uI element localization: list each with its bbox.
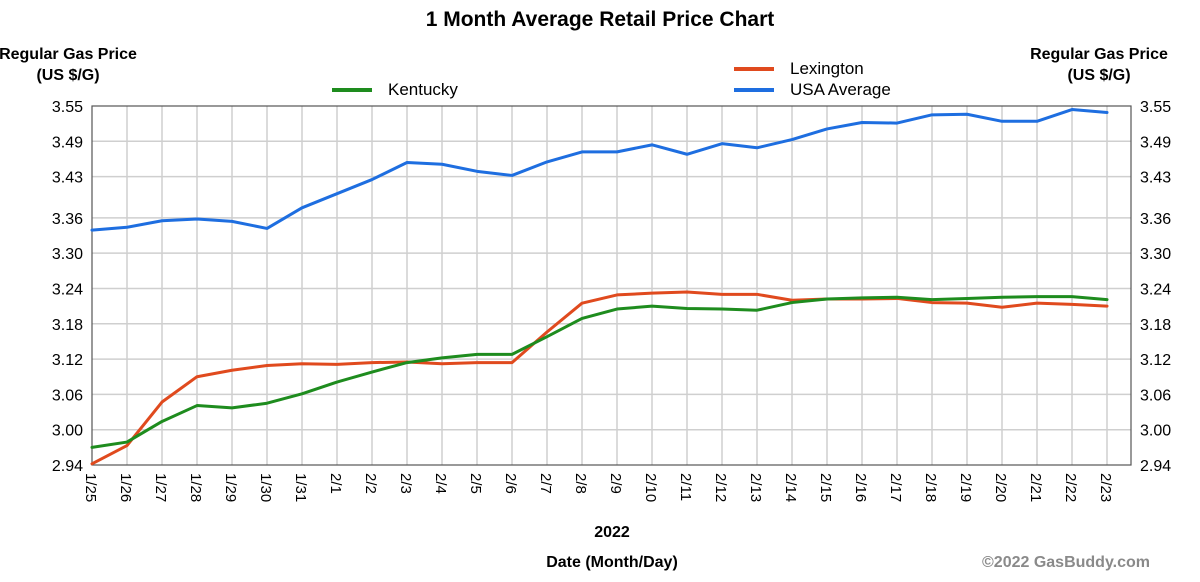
legend-item-usa-average: USA Average xyxy=(734,80,891,100)
y-tick-label-left: 3.12 xyxy=(52,352,83,369)
legend-swatch-kentucky xyxy=(332,88,372,92)
y-tick-label-right: 2.94 xyxy=(1140,458,1171,475)
y-tick-label-right: 3.36 xyxy=(1140,211,1171,228)
x-tick-label: 2/11 xyxy=(677,473,694,501)
y-axis-label-left: Regular Gas Price (US $/G) xyxy=(0,46,137,84)
y-tick-label-left: 3.36 xyxy=(52,211,83,228)
y-tick-label-right: 3.24 xyxy=(1140,281,1171,298)
y-tick-label-right: 3.12 xyxy=(1140,352,1171,369)
y-tick-label-left: 3.30 xyxy=(52,246,83,263)
x-tick-label: 2/12 xyxy=(712,473,729,502)
series-line-kentucky xyxy=(90,295,1109,449)
x-tick-label: 2/4 xyxy=(432,473,449,494)
y-tick-label-left: 3.24 xyxy=(52,281,83,298)
x-tick-label: 2/8 xyxy=(572,473,589,494)
legend-swatch-lexington xyxy=(734,67,774,71)
y-tick-label-left: 2.94 xyxy=(52,458,83,475)
plot-area-border xyxy=(91,105,1132,466)
series-line-lexington xyxy=(90,290,1109,466)
x-tick-label: 1/29 xyxy=(222,473,239,502)
y-tick-label-right: 3.55 xyxy=(1140,99,1171,116)
x-tick-label: 2/5 xyxy=(467,473,484,494)
y-tick-label-left: 3.06 xyxy=(52,387,83,404)
legend-item-lexington: Lexington xyxy=(734,59,864,79)
x-tick-label: 2/9 xyxy=(607,473,624,494)
x-tick-label: 2/3 xyxy=(397,473,414,494)
x-tick-label: 2/16 xyxy=(852,473,869,502)
legend-label-kentucky: Kentucky xyxy=(388,80,458,99)
legend-label-usa-average: USA Average xyxy=(790,80,891,99)
x-tick-label: 2/6 xyxy=(502,473,519,494)
x-tick-label: 2/7 xyxy=(537,473,554,494)
x-tick-label: 2/14 xyxy=(782,473,799,502)
x-tick-label: 2/1 xyxy=(327,473,344,494)
y-tick-label-right: 3.00 xyxy=(1140,423,1171,440)
x-tick-label: 2/10 xyxy=(642,473,659,502)
x-tick-label: 2/18 xyxy=(922,473,939,502)
x-tick-label: 2/13 xyxy=(747,473,764,502)
y-tick-label-right: 3.43 xyxy=(1140,170,1171,187)
y-tick-label-left: 3.55 xyxy=(52,99,83,116)
y-axis-label-right: Regular Gas Price (US $/G) xyxy=(1030,46,1168,84)
legend-label-lexington: Lexington xyxy=(790,59,864,78)
y-tick-label-right: 3.06 xyxy=(1140,387,1171,404)
x-tick-label: 1/31 xyxy=(292,473,309,502)
x-tick-label: 1/25 xyxy=(82,473,99,502)
x-tick-label: 1/30 xyxy=(257,473,274,502)
legend-item-kentucky: Kentucky xyxy=(332,80,458,100)
y-tick-label-left: 3.18 xyxy=(52,317,83,334)
chart-title: 1 Month Average Retail Price Chart xyxy=(425,8,775,31)
x-tick-label: 2/19 xyxy=(957,473,974,502)
y-tick-label-left: 3.43 xyxy=(52,170,83,187)
y-tick-label-left: 3.00 xyxy=(52,423,83,440)
x-axis-year-label: 2022 xyxy=(594,524,630,541)
x-tick-label: 2/15 xyxy=(817,473,834,502)
y-tick-label-right: 3.30 xyxy=(1140,246,1171,263)
x-tick-label: 1/28 xyxy=(187,473,204,502)
x-tick-label: 2/23 xyxy=(1097,473,1114,502)
copyright-text: ©2022 GasBuddy.com xyxy=(982,554,1150,571)
series-line-usa-average xyxy=(90,108,1109,232)
x-tick-label: 1/27 xyxy=(152,473,169,502)
x-tick-label: 2/17 xyxy=(887,473,904,502)
y-tick-label-right: 3.18 xyxy=(1140,317,1171,334)
y-tick-label-left: 3.49 xyxy=(52,134,83,151)
x-tick-label: 2/21 xyxy=(1027,473,1044,502)
x-tick-label: 2/22 xyxy=(1062,473,1079,502)
x-tick-label: 2/20 xyxy=(992,473,1009,502)
x-tick-label: 2/2 xyxy=(362,473,379,494)
x-tick-label: 1/26 xyxy=(117,473,134,502)
y-tick-label-right: 3.49 xyxy=(1140,134,1171,151)
x-axis-label: Date (Month/Day) xyxy=(546,554,678,571)
legend-swatch-usa-average xyxy=(734,88,774,92)
